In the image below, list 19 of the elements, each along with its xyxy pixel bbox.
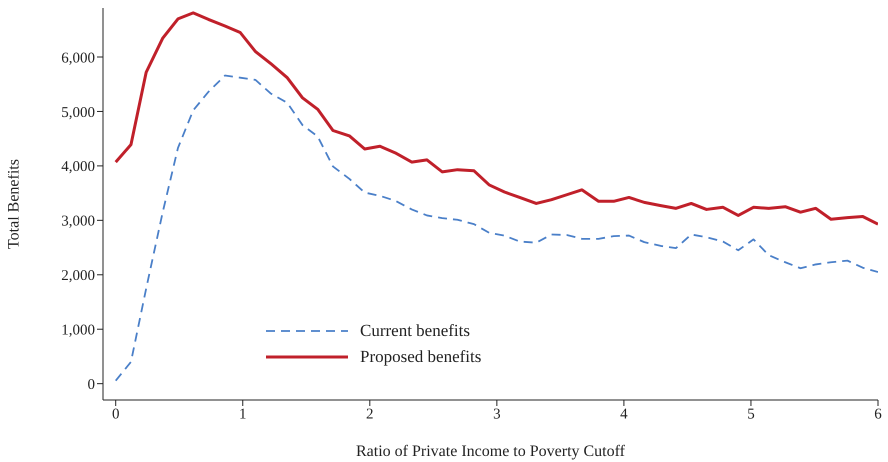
- line-series: [114, 11, 878, 226]
- x-tick-label: 2: [366, 406, 374, 423]
- x-tick-label: 1: [239, 406, 247, 423]
- x-tick-label: 5: [747, 406, 755, 423]
- x-tick-label: 4: [620, 406, 628, 423]
- x-tick-label: 0: [112, 406, 120, 423]
- x-tick-label: 3: [493, 406, 501, 423]
- y-tick-label: 2,000: [61, 268, 95, 284]
- x-axis-title: Ratio of Private Income to Poverty Cutoff: [356, 443, 626, 460]
- line-series: [114, 74, 878, 382]
- y-tick-label: 1,000: [61, 322, 95, 339]
- y-tick-label: 4,000: [61, 159, 95, 176]
- legend-label: Current benefits: [360, 321, 470, 341]
- y-tick-label: 0: [88, 376, 95, 393]
- y-tick-label: 6,000: [61, 50, 95, 66]
- legend-label: Proposed benefits: [360, 347, 482, 367]
- y-tick-label: 5,000: [61, 104, 95, 121]
- x-tick-label: 6: [874, 406, 882, 423]
- y-tick-label: 3,000: [61, 214, 95, 230]
